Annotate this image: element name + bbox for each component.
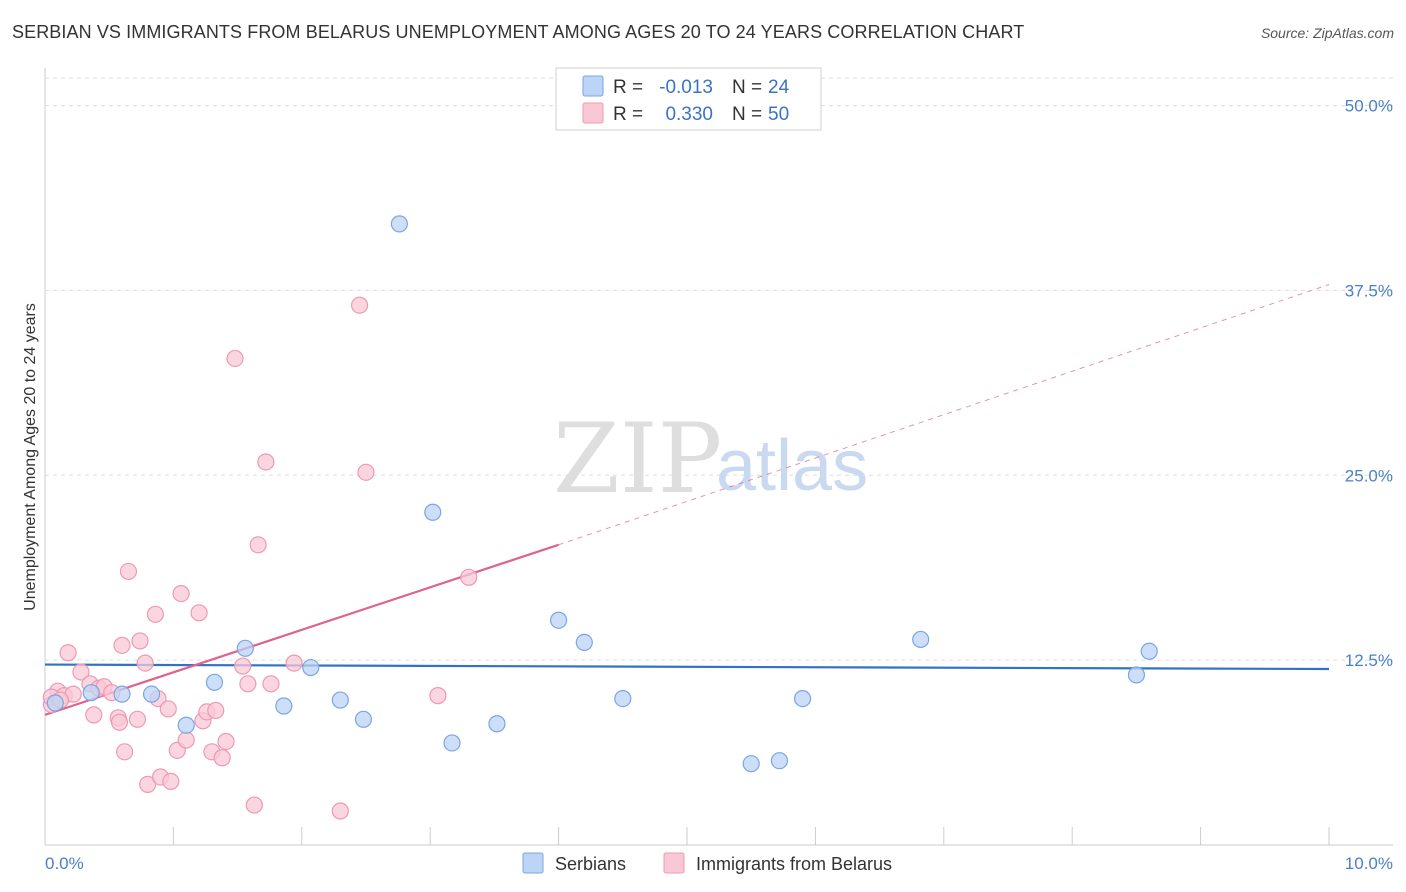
belarus-point-23 [159,700,177,718]
y-tick-label-2: 37.5% [1345,281,1393,300]
belarus-point-45 [357,463,375,481]
series-legend: Serbians Immigrants from Belarus [522,852,892,874]
serbians-point-2 [113,685,131,703]
belarus-point-39 [249,536,267,554]
legend-n-label-serbians: N = [732,77,762,98]
legend-n-label-belarus: N = [732,104,762,125]
belarus-point-18 [136,654,154,672]
serbians-point-12 [424,503,442,521]
belarus-point-33 [213,749,231,767]
serbians-point-7 [275,697,293,715]
belarus-point-3 [59,644,77,662]
belarus-point-15 [119,562,138,581]
serbians-point-15 [549,611,568,629]
belarus-point-28 [190,604,208,622]
y-tick-labels: 12.5% 25.0% 37.5% 50.0% [1345,97,1393,671]
watermark: ZIP atlas [553,403,868,515]
y-tick-label-3: 50.0% [1345,97,1393,116]
watermark-zip: ZIP [553,403,722,515]
serbians-point-6 [236,639,254,657]
belarus-point-24 [162,772,180,791]
bottom-legend-swatch-serbians [522,852,544,874]
belarus-point-34 [217,732,235,751]
belarus-point-46 [429,687,447,705]
watermark-atlas: atlas [716,426,868,506]
y-tick-label-0: 12.5% [1345,651,1393,670]
serbians-point-1 [82,684,100,702]
belarus-point-27 [177,731,195,749]
belarus-point-7 [85,706,103,724]
belarus-point-26 [172,584,190,603]
belarus-point-36 [234,657,252,675]
serbians-point-16 [575,633,593,651]
serbians-point-5 [205,673,224,691]
serbians-point-14 [488,715,506,733]
legend-n-value-belarus: 50 [768,104,789,125]
serbians-point-10 [354,710,373,728]
belarus-point-40 [257,453,275,471]
bottom-legend-swatch-belarus [663,852,685,874]
serbians-point-18 [742,755,760,773]
plot-frame [44,68,1393,846]
x-tick-label-min: 0.0% [45,854,84,873]
belarus-point-43 [331,802,349,820]
legend-r-label-belarus: R = [613,104,643,125]
belarus-point-38 [245,796,263,814]
belarus-point-47 [460,568,478,586]
serbians-point-0 [46,694,64,712]
chart-title: SERBIAN VS IMMIGRANTS FROM BELARUS UNEMP… [12,22,1025,42]
belarus-point-14 [116,743,134,761]
belarus-point-13 [113,636,131,654]
serbians-point-23 [1140,642,1158,660]
serbians-point-8 [302,658,320,677]
trend-line-serbians [44,663,1330,671]
legend-swatch-belarus [582,102,604,124]
serbians-points [46,215,1158,773]
serbians-point-21 [912,630,930,649]
belarus-point-19 [139,775,157,793]
bottom-legend-label-serbians: Serbians [555,854,626,874]
legend-n-value-serbians: 24 [768,77,790,98]
serbians-point-20 [793,689,812,708]
belarus-points [42,296,478,820]
legend-r-value-belarus: 0.330 [665,104,713,125]
belarus-point-12 [110,713,129,731]
serbians-point-11 [390,215,408,233]
correlation-legend: R = -0.013 N = 24 R = 0.330 N = 50 [555,67,822,131]
belarus-point-37 [239,675,257,693]
bottom-legend-label-belarus: Immigrants from Belarus [696,854,892,874]
serbians-point-4 [177,716,195,734]
belarus-point-5 [72,663,90,681]
source-label: Source: ZipAtlas.com [1260,25,1394,41]
serbians-point-22 [1127,666,1146,684]
belarus-point-41 [262,675,280,693]
belarus-point-42 [285,654,303,672]
y-tick-label-1: 25.0% [1345,466,1393,485]
serbians-point-13 [443,734,461,752]
legend-r-value-serbians: -0.013 [659,77,713,98]
x-tick-marks [44,827,1330,845]
belarus-point-32 [207,701,225,720]
belarus-point-16 [128,710,147,728]
grid-lines [45,77,1393,661]
serbians-point-3 [142,685,161,703]
x-tick-label-max: 10.0% [1345,854,1393,873]
y-axis-title: Unemployment Among Ages 20 to 24 years [22,303,39,611]
legend-r-label-serbians: R = [613,77,643,98]
serbians-point-17 [614,689,632,708]
belarus-point-17 [131,632,149,650]
serbians-point-19 [770,752,789,770]
serbians-point-9 [331,691,349,709]
belarus-point-35 [226,349,244,368]
legend-swatch-serbians [582,75,604,97]
belarus-point-44 [350,296,369,314]
belarus-point-20 [146,605,165,623]
